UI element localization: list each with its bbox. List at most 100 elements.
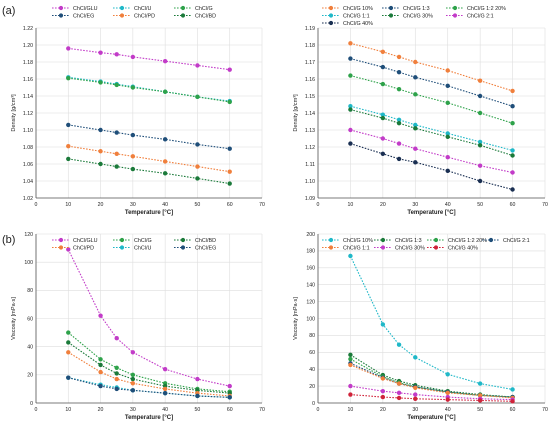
legend-marker (119, 13, 125, 18)
series-2 (66, 330, 232, 394)
data-point (477, 143, 483, 148)
data-point (380, 388, 386, 394)
y-tick-label: 1.02 (23, 196, 33, 202)
y-tick-label: 1.06 (23, 162, 33, 168)
legend-label: ChCl/BD (195, 13, 216, 19)
data-point (195, 142, 200, 147)
legend-label: ChCl/G 1:3 (403, 6, 430, 12)
data-point (66, 156, 71, 162)
data-point (162, 171, 168, 176)
legend-entry: ChCl/G (113, 237, 152, 244)
data-point (477, 178, 483, 184)
data-point (445, 131, 450, 136)
data-point (348, 41, 353, 46)
data-point (98, 369, 103, 375)
data-point (114, 336, 119, 341)
data-point (348, 253, 353, 259)
data-point (98, 149, 103, 154)
chart-panel-4: 0 10 20 30 40 50 60 70 0 20 40 60 80 100 120 140 160 180 2… (293, 232, 548, 421)
legend-label: ChCl/G (134, 238, 152, 244)
legend-entry: ChCl/GLU (52, 237, 98, 244)
legend-marker (119, 245, 125, 250)
y-tick-label: 1.22 (23, 26, 33, 32)
data-point (130, 381, 136, 386)
series-line (350, 364, 513, 399)
data-point (413, 160, 418, 165)
legend-marker (328, 13, 334, 18)
series-line (67, 249, 230, 387)
x-tick-label: 70 (542, 407, 548, 413)
x-tick-label: 20 (98, 407, 104, 413)
y-tick-label: 1.15 (305, 94, 315, 100)
data-point (396, 381, 402, 386)
series-5 (348, 107, 515, 158)
data-point (396, 87, 402, 92)
y-tick-label: 200 (306, 232, 315, 238)
series-line (350, 143, 513, 191)
series-line (350, 109, 513, 157)
series-1 (348, 41, 515, 94)
legend-entry: ChCl/EG (174, 245, 216, 251)
data-point (66, 330, 71, 335)
series-3 (66, 75, 232, 105)
y-tick-label: 120 (24, 232, 33, 238)
legend-entry: ChCl/BD (174, 237, 216, 244)
y-axis-title: Density [g/cm³] (11, 94, 17, 132)
series-1 (66, 247, 232, 389)
data-point (396, 54, 402, 60)
data-point (162, 159, 168, 164)
x-tick-label: 10 (348, 407, 354, 413)
x-tick-label: 40 (445, 407, 451, 413)
data-point (413, 392, 418, 397)
legend-marker (119, 237, 125, 243)
series-line (350, 362, 513, 398)
data-point (195, 393, 200, 399)
y-tick-label: 1.13 (305, 128, 315, 134)
legend-entry: ChCl/GLU (52, 6, 98, 12)
data-point (396, 121, 402, 126)
legend-label: ChCl/U (134, 6, 151, 12)
x-tick-label: 30 (412, 407, 418, 413)
data-point (413, 75, 418, 80)
data-point (413, 355, 418, 360)
data-point (477, 398, 483, 403)
x-tick-label: 60 (510, 202, 516, 208)
data-point (98, 357, 103, 362)
x-tick-label: 60 (227, 202, 233, 208)
legend-entry: ChCl/G 1:3 (382, 6, 430, 12)
legend-entry: ChCl/G 30% (382, 13, 433, 19)
legend-marker (328, 20, 334, 26)
y-tick-label: 1.19 (305, 26, 315, 32)
y-tick-label: 40 (309, 367, 315, 373)
data-point (66, 247, 71, 252)
panel-label: (a) (2, 5, 15, 17)
data-point (66, 350, 71, 355)
series-2 (348, 352, 515, 400)
legend-label: ChCl/G 10% (343, 6, 373, 12)
legend-label: ChCl/G 40% (343, 21, 373, 27)
legend-entry: ChCl/U (113, 245, 151, 251)
data-point (195, 176, 200, 181)
data-point (445, 168, 450, 173)
data-point (227, 146, 232, 151)
legend-label: ChCl/G (195, 6, 213, 12)
legend-marker (488, 237, 494, 243)
x-axis-title: Temperature [°C] (407, 210, 455, 216)
data-point (114, 365, 119, 370)
y-tick-label: 1.18 (23, 60, 33, 66)
legend-entry: ChCl/PD (52, 245, 94, 251)
data-point (195, 376, 200, 382)
legend-label: ChCl/G 30% (395, 245, 425, 251)
legend-marker (452, 5, 458, 11)
legend-entry: ChCl/G 1:2 20% (427, 237, 487, 244)
data-point (162, 367, 168, 372)
data-point (114, 164, 119, 169)
y-tick-label: 160 (306, 266, 315, 272)
data-point (380, 49, 386, 54)
data-point (66, 340, 71, 345)
chart-panel-3: 0 10 20 30 40 50 60 70 0 20 40 60 80 100 120 Temperatur… (2, 232, 265, 421)
series-line (68, 145, 230, 173)
legend-marker (452, 13, 458, 18)
data-point (130, 166, 136, 172)
